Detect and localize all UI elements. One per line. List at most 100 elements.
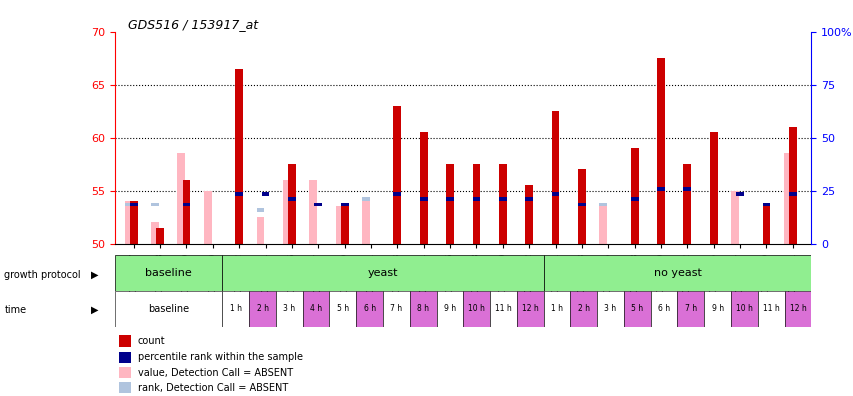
Text: 10 h: 10 h bbox=[735, 305, 752, 313]
Text: rank, Detection Call = ABSENT: rank, Detection Call = ABSENT bbox=[137, 383, 287, 393]
Bar bbox=[551, 192, 559, 196]
Bar bbox=[156, 228, 164, 244]
Text: 4 h: 4 h bbox=[310, 305, 322, 313]
Bar bbox=[119, 367, 131, 378]
Text: 7 h: 7 h bbox=[390, 305, 402, 313]
Bar bbox=[115, 291, 222, 327]
Bar bbox=[119, 335, 131, 346]
Bar bbox=[356, 291, 382, 327]
Bar bbox=[630, 198, 638, 201]
Text: baseline: baseline bbox=[148, 304, 189, 314]
Bar bbox=[222, 255, 543, 291]
Bar bbox=[151, 203, 159, 206]
Bar bbox=[382, 291, 409, 327]
Bar bbox=[525, 185, 532, 244]
Text: 12 h: 12 h bbox=[789, 305, 805, 313]
Bar bbox=[516, 291, 543, 327]
Bar bbox=[276, 291, 302, 327]
Bar bbox=[709, 132, 717, 244]
Bar bbox=[783, 154, 791, 244]
Bar bbox=[656, 58, 664, 244]
Bar bbox=[788, 127, 796, 244]
Bar bbox=[256, 208, 264, 212]
Bar bbox=[393, 106, 401, 244]
Bar bbox=[676, 291, 704, 327]
Text: yeast: yeast bbox=[368, 268, 397, 278]
Bar bbox=[261, 192, 270, 196]
Bar bbox=[249, 291, 276, 327]
Bar bbox=[730, 291, 757, 327]
Bar bbox=[329, 291, 356, 327]
Bar bbox=[577, 169, 585, 244]
Bar bbox=[130, 203, 137, 206]
Bar bbox=[630, 148, 638, 244]
Bar bbox=[362, 201, 369, 244]
Bar bbox=[543, 291, 570, 327]
Bar bbox=[119, 352, 131, 363]
Bar bbox=[650, 291, 676, 327]
Bar bbox=[543, 255, 810, 291]
Bar bbox=[335, 206, 343, 244]
Bar bbox=[183, 203, 190, 206]
Bar bbox=[788, 192, 796, 196]
Bar bbox=[682, 164, 690, 244]
Bar bbox=[302, 291, 329, 327]
Text: 12 h: 12 h bbox=[521, 305, 538, 313]
Bar bbox=[115, 255, 222, 291]
Bar bbox=[436, 291, 463, 327]
Bar bbox=[125, 203, 132, 206]
Bar bbox=[420, 198, 427, 201]
Bar bbox=[309, 180, 316, 244]
Bar bbox=[340, 203, 348, 206]
Bar bbox=[570, 291, 596, 327]
Text: 7 h: 7 h bbox=[684, 305, 696, 313]
Text: time: time bbox=[4, 305, 26, 315]
Bar bbox=[596, 291, 624, 327]
Bar bbox=[235, 69, 243, 244]
Bar bbox=[704, 291, 730, 327]
Bar bbox=[599, 206, 606, 244]
Bar bbox=[340, 206, 348, 244]
Bar bbox=[757, 291, 784, 327]
Text: value, Detection Call = ABSENT: value, Detection Call = ABSENT bbox=[137, 367, 293, 377]
Bar bbox=[498, 164, 506, 244]
Bar bbox=[577, 203, 585, 206]
Bar bbox=[784, 291, 810, 327]
Bar bbox=[235, 192, 243, 196]
Bar bbox=[682, 187, 690, 190]
Bar bbox=[525, 198, 532, 201]
Text: GDS516 / 153917_at: GDS516 / 153917_at bbox=[128, 18, 258, 31]
Bar bbox=[656, 187, 664, 190]
Text: 1 h: 1 h bbox=[229, 305, 241, 313]
Bar bbox=[256, 217, 264, 244]
Text: 5 h: 5 h bbox=[630, 305, 642, 313]
Text: 11 h: 11 h bbox=[762, 305, 779, 313]
Bar bbox=[735, 192, 743, 196]
Text: 6 h: 6 h bbox=[657, 305, 670, 313]
Bar bbox=[463, 291, 490, 327]
Bar bbox=[183, 180, 190, 244]
Text: 2 h: 2 h bbox=[256, 305, 268, 313]
Bar bbox=[119, 382, 131, 394]
Text: 8 h: 8 h bbox=[416, 305, 429, 313]
Text: 11 h: 11 h bbox=[495, 305, 511, 313]
Bar bbox=[472, 198, 480, 201]
Bar bbox=[599, 203, 606, 206]
Text: growth protocol: growth protocol bbox=[4, 270, 81, 280]
Text: 9 h: 9 h bbox=[444, 305, 456, 313]
Bar bbox=[151, 222, 159, 244]
Bar bbox=[177, 154, 185, 244]
Bar bbox=[287, 164, 295, 244]
Bar bbox=[287, 198, 295, 201]
Bar bbox=[445, 164, 454, 244]
Bar bbox=[314, 203, 322, 206]
Text: ▶: ▶ bbox=[91, 305, 99, 315]
Bar bbox=[498, 198, 506, 201]
Bar bbox=[762, 206, 769, 244]
Bar bbox=[762, 203, 769, 206]
Text: 10 h: 10 h bbox=[467, 305, 485, 313]
Bar bbox=[409, 291, 436, 327]
Bar bbox=[204, 190, 212, 244]
Text: 5 h: 5 h bbox=[336, 305, 349, 313]
Text: percentile rank within the sample: percentile rank within the sample bbox=[137, 352, 302, 362]
